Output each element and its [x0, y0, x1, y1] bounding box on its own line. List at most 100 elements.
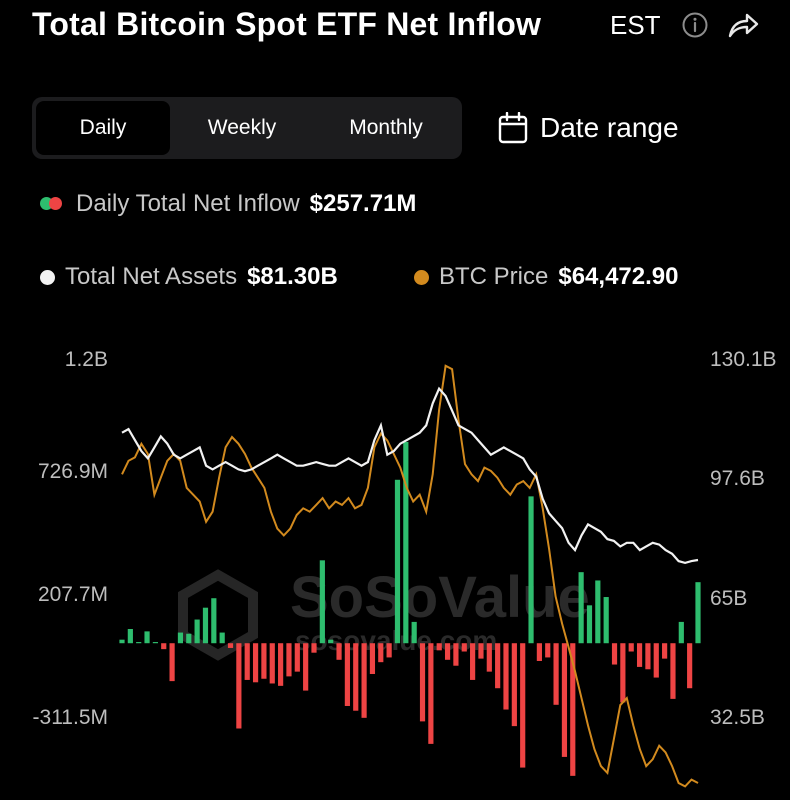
legend-assets[interactable]: Total Net Assets $81.30B — [40, 263, 338, 291]
interval-selector: Daily Weekly Monthly — [32, 97, 462, 159]
inflow-bar[interactable] — [411, 621, 417, 644]
inflow-bar[interactable] — [695, 582, 701, 644]
inflow-bar[interactable] — [653, 643, 659, 678]
inflow-bar[interactable] — [670, 643, 676, 699]
right-tick-label: 65B — [710, 587, 747, 610]
inflow-bar[interactable] — [311, 643, 317, 653]
inflow-bar[interactable] — [561, 643, 568, 757]
inflow-bar[interactable] — [620, 643, 626, 703]
inflow-bar[interactable] — [478, 643, 484, 659]
inflow-bar[interactable] — [278, 643, 284, 686]
assets-legend-dot — [40, 269, 55, 285]
inflow-bar[interactable] — [678, 621, 684, 644]
right-axis: 130.1B 97.6B 65B 32.5B — [710, 348, 777, 729]
inflow-bar[interactable] — [361, 643, 367, 718]
inflow-bar[interactable] — [161, 643, 167, 650]
inflow-bar[interactable] — [536, 643, 542, 661]
inflow-bar[interactable] — [436, 643, 442, 651]
legend-inflow[interactable]: Daily Total Net Inflow $257.71M — [40, 190, 416, 218]
inflow-bar[interactable] — [119, 639, 125, 644]
inflow-bar[interactable] — [378, 643, 384, 663]
inflow-bar[interactable] — [570, 643, 576, 776]
inflow-bar[interactable] — [328, 639, 334, 644]
inflow-bar[interactable] — [252, 643, 259, 683]
inflow-bar[interactable] — [687, 643, 693, 689]
inflow-bar[interactable] — [152, 642, 158, 644]
inflow-bar[interactable] — [177, 632, 184, 644]
inflow-bar[interactable] — [503, 643, 509, 710]
inflow-bar[interactable] — [511, 643, 517, 727]
right-tick-label: 32.5B — [710, 706, 765, 729]
info-icon[interactable] — [682, 12, 708, 38]
watermark-logo-icon — [178, 569, 258, 661]
inflow-bar[interactable] — [611, 643, 618, 665]
inflow-bar[interactable] — [419, 643, 426, 722]
inflow-bar[interactable] — [369, 643, 376, 675]
inflow-bar[interactable] — [545, 643, 551, 658]
price-legend-label: BTC Price — [439, 263, 549, 290]
inflow-bar[interactable] — [628, 643, 634, 652]
page-title: Total Bitcoin Spot ETF Net Inflow — [32, 6, 542, 42]
inflow-bar[interactable] — [386, 643, 392, 658]
inflow-bar[interactable] — [403, 441, 409, 644]
inflow-bar[interactable] — [227, 643, 234, 648]
inflow-bar[interactable] — [520, 643, 526, 768]
inflow-bar[interactable] — [144, 631, 150, 644]
inflow-bar[interactable] — [461, 643, 467, 652]
inflow-bar[interactable] — [286, 643, 292, 677]
inflow-bar[interactable] — [578, 572, 584, 644]
inflow-bar[interactable] — [194, 619, 200, 644]
timezone-label[interactable]: EST — [610, 10, 661, 40]
total-net-assets-line — [121, 386, 699, 565]
inflow-bar[interactable] — [211, 598, 217, 644]
assets-legend-value: $81.30B — [247, 263, 338, 290]
inflow-bar[interactable] — [586, 605, 593, 644]
inflow-bar[interactable] — [394, 479, 401, 644]
inflow-bar[interactable] — [528, 496, 534, 644]
inflow-legend-value: $257.71M — [309, 190, 417, 217]
inflow-bar[interactable] — [486, 643, 492, 672]
inflow-bar[interactable] — [603, 597, 609, 644]
inflow-bar[interactable] — [303, 643, 309, 691]
inflow-bar[interactable] — [319, 560, 325, 644]
inflow-bar[interactable] — [662, 643, 668, 659]
inflow-bar[interactable] — [219, 632, 225, 644]
inflow-bar[interactable] — [636, 643, 643, 667]
tab-daily[interactable]: Daily — [36, 101, 170, 155]
inflow-legend-icon — [40, 196, 66, 212]
inflow-bar[interactable] — [353, 643, 359, 711]
inflow-bar[interactable] — [169, 643, 175, 682]
tab-weekly[interactable]: Weekly — [207, 116, 277, 139]
inflow-bar[interactable] — [127, 629, 133, 644]
inflow-bar[interactable] — [244, 643, 250, 680]
right-tick-label: 130.1B — [710, 348, 777, 371]
inflow-legend-label: Daily Total Net Inflow — [76, 190, 300, 217]
inflow-bar[interactable] — [428, 643, 434, 744]
inflow-bars — [119, 441, 701, 776]
left-axis: 1.2B 726.9M 207.7M -311.5M — [33, 348, 108, 729]
date-range-button[interactable]: Date range — [498, 110, 679, 146]
left-tick-label: -311.5M — [33, 706, 108, 729]
inflow-bar[interactable] — [595, 580, 601, 644]
inflow-bar[interactable] — [269, 643, 275, 684]
inflow-chart[interactable]: SoSoValue sosovalue.com 1.2B726.9M207.7M… — [0, 340, 790, 800]
inflow-bar[interactable] — [495, 643, 501, 689]
inflow-bar[interactable] — [261, 643, 267, 679]
inflow-bar[interactable] — [336, 643, 342, 660]
inflow-bar[interactable] — [553, 643, 559, 705]
share-icon[interactable] — [726, 10, 760, 40]
inflow-bar[interactable] — [344, 643, 350, 706]
inflow-bar[interactable] — [136, 642, 142, 644]
assets-legend-label: Total Net Assets — [65, 263, 238, 290]
inflow-bar[interactable] — [236, 643, 242, 729]
inflow-bar[interactable] — [186, 633, 192, 644]
inflow-bar[interactable] — [645, 643, 651, 670]
legend-price[interactable]: BTC Price $64,472.90 — [414, 263, 678, 291]
inflow-bar[interactable] — [470, 643, 476, 680]
btc-price-line — [121, 364, 699, 788]
inflow-bar[interactable] — [444, 643, 451, 660]
tab-monthly[interactable]: Monthly — [349, 116, 423, 139]
inflow-bar[interactable] — [453, 643, 459, 666]
inflow-bar[interactable] — [294, 643, 300, 672]
inflow-bar[interactable] — [202, 607, 209, 644]
